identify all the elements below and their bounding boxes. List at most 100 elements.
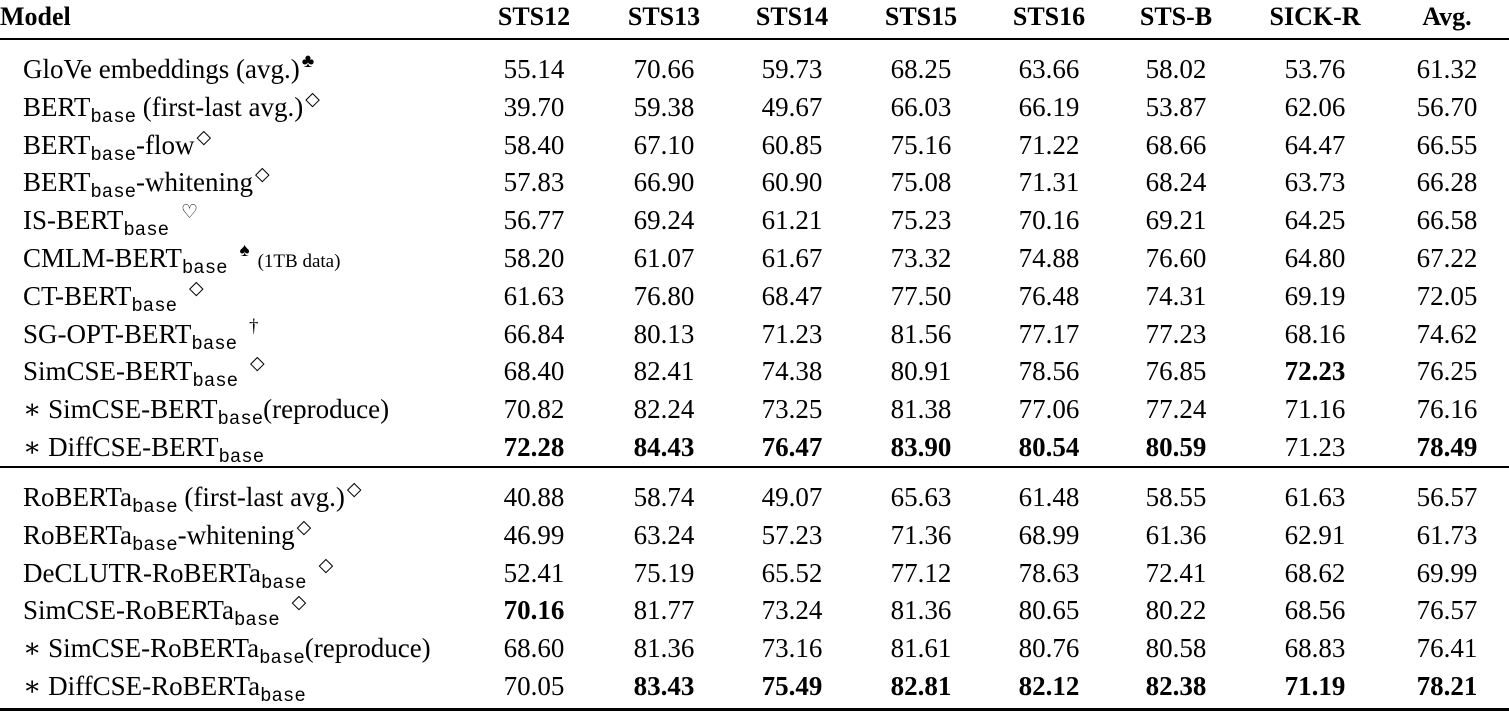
model-name-cell: ∗ DiffCSE-RoBERTabase bbox=[23, 667, 306, 707]
header-sts13: STS13 bbox=[627, 2, 701, 31]
score-cell-avg: 72.05 bbox=[1416, 280, 1478, 311]
table-row: ∗ DiffCSE-BERTbase 72.28 84.43 76.47 83.90 80… bbox=[0, 428, 1509, 468]
score-cell-stsb: 72.41 bbox=[1145, 557, 1207, 588]
score-cell-sts16: 78.56 bbox=[1018, 356, 1080, 387]
diamond-icon: ◇ bbox=[318, 554, 334, 576]
score-cell-sts14: 61.21 bbox=[761, 205, 823, 236]
header-avg: Avg. bbox=[1422, 2, 1472, 31]
score-cell-sts13: 75.19 bbox=[633, 557, 695, 588]
model-note: (1TB data) bbox=[257, 251, 341, 272]
model-name: DiffCSE-BERT bbox=[48, 432, 219, 462]
score-cell-sts14: 74.38 bbox=[761, 356, 823, 387]
score-cell-sts13: 80.13 bbox=[633, 318, 695, 349]
score-cell-avg: 61.32 bbox=[1416, 54, 1478, 84]
model-name-cell: GloVe embeddings (avg.) ♣ bbox=[23, 50, 314, 88]
score-cell-stsb: 80.22 bbox=[1145, 595, 1207, 626]
score-cell-sickr: 53.76 bbox=[1284, 54, 1346, 84]
score-cell-sickr: 68.62 bbox=[1284, 557, 1346, 588]
score-cell-sts12: 58.20 bbox=[503, 243, 565, 273]
score-cell-sts15: 71.36 bbox=[890, 519, 952, 550]
score-cell-sts15: 77.50 bbox=[890, 280, 952, 311]
table-row: RoBERTabase-whitening ◇ 46.99 63.24 57.23 71.… bbox=[0, 516, 1509, 556]
score-cell-sickr: 68.56 bbox=[1284, 595, 1346, 626]
score-cell-sts16: 78.63 bbox=[1018, 557, 1080, 588]
model-name-cell: BERTbase-flow ◇ bbox=[23, 126, 211, 166]
asterisk-marker: ∗ bbox=[23, 394, 49, 425]
diamond-icon: ◇ bbox=[296, 516, 312, 538]
score-cell-stsb: 80.59 bbox=[1145, 432, 1207, 462]
score-cell-stsb: 68.24 bbox=[1145, 167, 1207, 198]
spade-icon: ♠ bbox=[239, 240, 250, 261]
model-subscript: base bbox=[132, 533, 178, 556]
model-suffix: -whitening bbox=[136, 167, 253, 198]
score-cell-sts15: 81.38 bbox=[890, 394, 952, 425]
score-cell-sts12: 39.70 bbox=[503, 91, 565, 122]
score-cell-avg: 66.58 bbox=[1416, 205, 1478, 236]
score-cell-sickr: 61.63 bbox=[1284, 482, 1346, 512]
score-cell-avg: 78.49 bbox=[1416, 432, 1478, 462]
score-cell-sts14: 68.47 bbox=[761, 280, 823, 311]
asterisk-marker: ∗ bbox=[23, 671, 49, 701]
score-cell-sts14: 75.49 bbox=[761, 671, 823, 701]
model-name-cell: DeCLUTR-RoBERTabase ◇ bbox=[23, 554, 334, 594]
score-cell-sts16: 71.22 bbox=[1018, 129, 1080, 160]
model-subscript: base bbox=[90, 181, 136, 204]
score-cell-sickr: 68.16 bbox=[1284, 318, 1346, 349]
model-suffix: (reproduce) bbox=[304, 633, 431, 664]
model-name-cell: RoBERTabase-whitening ◇ bbox=[23, 516, 312, 556]
score-cell-sts16: 70.16 bbox=[1018, 205, 1080, 236]
model-subscript: base bbox=[131, 294, 178, 317]
diamond-icon: ◇ bbox=[346, 479, 362, 500]
model-subscript: base bbox=[234, 609, 280, 632]
score-cell-stsb: 77.23 bbox=[1145, 318, 1207, 349]
score-cell-sickr: 68.83 bbox=[1284, 633, 1346, 664]
model-name-cell: ∗ SimCSE-RoBERTabase(reproduce) bbox=[23, 629, 431, 669]
score-cell-sts13: 82.41 bbox=[633, 356, 695, 387]
model-name: DeCLUTR-RoBERTa bbox=[23, 557, 261, 588]
score-cell-sts15: 81.61 bbox=[890, 633, 952, 664]
score-cell-sts12: 58.40 bbox=[503, 129, 565, 160]
score-cell-sts12: 40.88 bbox=[503, 482, 565, 512]
score-cell-sickr: 72.23 bbox=[1284, 356, 1346, 387]
score-cell-sts12: 70.16 bbox=[503, 595, 565, 626]
score-cell-sts15: 81.36 bbox=[890, 595, 952, 626]
score-cell-sts12: 46.99 bbox=[503, 519, 565, 550]
score-cell-sts12: 55.14 bbox=[503, 54, 565, 84]
score-cell-sts14: 73.25 bbox=[761, 394, 823, 425]
model-name: RoBERTa bbox=[23, 482, 132, 512]
model-name: IS-BERT bbox=[23, 205, 124, 236]
score-cell-sts14: 59.73 bbox=[761, 54, 823, 84]
model-name-cell: RoBERTabase (first-last avg.) ◇ bbox=[23, 478, 362, 518]
score-cell-sts14: 73.24 bbox=[761, 595, 823, 626]
header-row: Model STS12 STS13 STS14 STS15 STS16 STS-… bbox=[0, 2, 1509, 40]
model-name: SimCSE-RoBERTa bbox=[23, 595, 235, 626]
score-cell-sickr: 63.73 bbox=[1284, 167, 1346, 198]
score-cell-stsb: 76.60 bbox=[1145, 243, 1207, 273]
score-cell-avg: 67.22 bbox=[1416, 243, 1478, 273]
table-row: IS-BERTbase ♡ 56.77 69.24 61.21 75.23 70.16 69.… bbox=[0, 201, 1509, 242]
score-cell-sts13: 84.43 bbox=[633, 432, 695, 462]
header-model: Model bbox=[0, 2, 71, 31]
score-cell-stsb: 76.85 bbox=[1145, 356, 1207, 387]
score-cell-avg: 76.25 bbox=[1416, 356, 1478, 387]
table-row: CMLM-BERTbase ♠ (1TB data) 58.20 61.07 61.67 7… bbox=[0, 239, 1509, 279]
score-cell-sts16: 61.48 bbox=[1018, 482, 1080, 512]
score-cell-sts14: 57.23 bbox=[761, 519, 823, 550]
score-cell-sts13: 83.43 bbox=[633, 671, 695, 701]
model-subscript: base bbox=[90, 105, 136, 128]
diamond-icon: ◇ bbox=[291, 592, 307, 614]
score-cell-sickr: 62.91 bbox=[1284, 519, 1346, 550]
score-cell-sts13: 67.10 bbox=[633, 129, 695, 160]
score-cell-sts13: 76.80 bbox=[633, 280, 695, 311]
score-cell-sts13: 81.77 bbox=[633, 595, 695, 626]
model-name: CT-BERT bbox=[23, 280, 132, 311]
heart-icon: ♡ bbox=[181, 202, 199, 224]
score-cell-sts16: 80.76 bbox=[1018, 633, 1080, 664]
score-cell-sts16: 66.19 bbox=[1018, 91, 1080, 122]
model-subscript: base bbox=[123, 219, 169, 242]
score-cell-sts13: 63.24 bbox=[633, 519, 695, 550]
table-row: ∗ DiffCSE-RoBERTabase 70.05 83.43 75.49 82.8… bbox=[0, 667, 1509, 707]
score-cell-sts12: 72.28 bbox=[503, 432, 565, 462]
score-cell-stsb: 53.87 bbox=[1145, 91, 1207, 122]
model-suffix: (first-last avg.) bbox=[177, 482, 345, 512]
